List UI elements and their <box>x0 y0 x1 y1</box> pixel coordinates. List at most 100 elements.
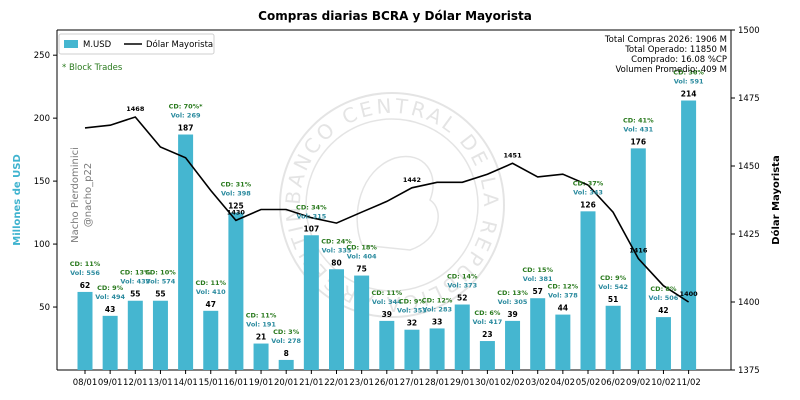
bar-value-label: 44 <box>558 304 568 313</box>
vol-label: Vol: 353 <box>397 307 427 315</box>
y2-tick-label: 1450 <box>738 162 760 172</box>
x-tick-label: 02/02 <box>500 378 525 388</box>
bar <box>102 315 118 370</box>
bar-value-label: 107 <box>304 224 320 233</box>
bar-value-label: 23 <box>482 330 492 339</box>
bar <box>203 310 219 370</box>
bar <box>580 211 596 370</box>
bar-value-label: 33 <box>432 317 442 326</box>
bar-value-label: 8 <box>284 349 289 358</box>
bar-value-label: 52 <box>457 294 467 303</box>
vol-label: Vol: 191 <box>246 321 276 329</box>
x-tick-label: 12/01 <box>123 378 148 388</box>
bar-value-label: 176 <box>630 137 646 146</box>
bar <box>77 291 93 370</box>
x-tick-label: 23/01 <box>349 378 374 388</box>
bar <box>454 304 470 370</box>
cd-label: CD: 31% <box>221 181 252 189</box>
vol-label: Vol: 373 <box>447 282 477 290</box>
bar-value-label: 214 <box>681 90 697 99</box>
cd-label: CD: 13% <box>120 269 151 277</box>
bar-value-label: 187 <box>178 124 194 133</box>
cd-label: CD: 12% <box>422 296 453 304</box>
cd-label: CD: 9% <box>600 274 627 282</box>
bar <box>253 343 269 370</box>
block-trades-note: * Block Trades <box>62 63 123 73</box>
bar <box>329 269 344 370</box>
y2-tick-label: 1500 <box>738 26 760 36</box>
bar <box>530 298 546 370</box>
legend-swatch-bar <box>64 40 78 48</box>
cd-label: CD: 10% <box>145 269 176 277</box>
bar <box>655 317 671 370</box>
vol-label: Vol: 305 <box>498 298 528 306</box>
bar-value-label: 80 <box>331 258 341 267</box>
vol-label: Vol: 381 <box>523 275 553 283</box>
x-tick-label: 09/01 <box>98 378 123 388</box>
cd-label: CD: 24% <box>321 237 352 245</box>
y2-axis-ticks: 1375 1400 1425 1450 1475 1500 <box>731 26 760 376</box>
x-tick-label: 21/01 <box>299 378 324 388</box>
cd-label: CD: 9% <box>399 298 426 306</box>
y-tick-label: 200 <box>34 114 50 124</box>
x-tick-label: 20/01 <box>274 378 299 388</box>
legend-item-bar: M.USD <box>83 40 112 50</box>
x-tick-label: 22/01 <box>324 378 349 388</box>
vol-label: Vol: 494 <box>95 293 125 301</box>
bar <box>505 320 521 370</box>
cd-label: CD: 37% <box>573 179 604 187</box>
x-tick-label: 08/01 <box>73 378 98 388</box>
vol-label: Vol: 591 <box>674 78 704 86</box>
x-tick-label: 10/02 <box>651 378 676 388</box>
line-value-label: 1416 <box>629 246 648 254</box>
stat-comprado: Comprado: 16.08 %CP <box>631 55 727 65</box>
vol-label: Vol: 343 <box>573 188 603 196</box>
bar-value-label: 32 <box>407 319 417 328</box>
x-tick-label: 11/02 <box>676 378 701 388</box>
line-value-label: 1400 <box>680 290 699 298</box>
cd-label: CD: 34% <box>296 203 327 211</box>
bar-value-label: 57 <box>532 287 542 296</box>
author-handle: @nacho_p22 <box>83 163 94 228</box>
bar-value-label: 75 <box>356 265 366 274</box>
line-path <box>84 116 690 303</box>
cd-label: CD: 11% <box>195 279 226 287</box>
bar-value-label: 55 <box>130 290 140 299</box>
line-value-label: 1430 <box>227 208 246 216</box>
line-value-label: 1468 <box>126 105 145 113</box>
bar <box>278 359 294 370</box>
cd-label: CD: 15% <box>522 266 553 274</box>
stats-box: Total Compras 2026: 1906 M Total Operado… <box>604 35 727 75</box>
x-tick-label: 14/01 <box>173 378 198 388</box>
line-series <box>84 116 690 303</box>
x-axis-ticks: 08/01 09/01 12/01 13/01 14/01 15/01 16/01 19/01… <box>73 370 701 388</box>
cd-label: CD: 11% <box>246 312 277 320</box>
bar-value-label: 43 <box>105 305 115 314</box>
y-tick-label: 150 <box>34 177 50 187</box>
vol-label: Vol: 283 <box>422 305 452 313</box>
x-tick-label: 16/01 <box>224 378 249 388</box>
y-tick-label: 50 <box>39 303 50 313</box>
chart-title: Compras diarias BCRA y Dólar Mayorista <box>258 9 532 23</box>
bar <box>479 341 495 370</box>
cd-label: CD: 3% <box>273 328 300 336</box>
vol-label: Vol: 404 <box>347 253 377 261</box>
bar-value-label: 62 <box>80 281 90 290</box>
x-tick-label: 04/02 <box>551 378 576 388</box>
bar <box>404 329 420 370</box>
y2-tick-label: 1375 <box>738 366 760 376</box>
x-tick-label: 06/02 <box>601 378 626 388</box>
vol-label: Vol: 378 <box>548 292 578 300</box>
vol-label: Vol: 556 <box>70 269 100 277</box>
bar-value-label: 21 <box>256 333 266 342</box>
x-tick-label: 13/01 <box>148 378 173 388</box>
vol-label: Vol: 398 <box>221 190 251 198</box>
bar <box>178 134 194 370</box>
cd-label: CD: 9% <box>97 284 124 292</box>
bar-value-label: 51 <box>608 295 618 304</box>
x-tick-label: 29/01 <box>450 378 475 388</box>
cd-label: CD: 6% <box>474 309 501 317</box>
cd-label: CD: 18% <box>346 244 377 252</box>
x-tick-label: 19/01 <box>249 378 274 388</box>
bar <box>605 305 621 370</box>
